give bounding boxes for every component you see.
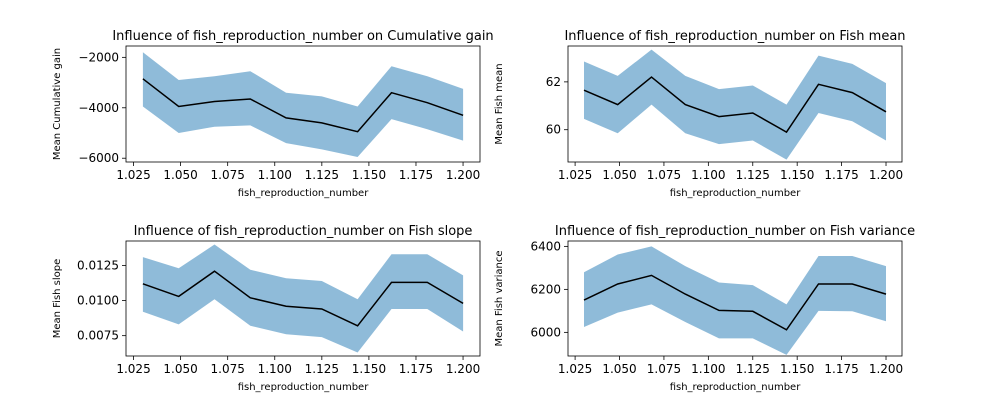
confidence-band <box>584 49 886 160</box>
mean-line <box>142 270 464 327</box>
chart-title: Influence of fish_reproduction_number on… <box>112 29 493 44</box>
y-tick-label: 0.0125 <box>77 259 119 273</box>
y-tick-label: 62 <box>546 75 561 89</box>
x-tick-label: 1.200 <box>869 168 903 182</box>
chart-panel-4: 1.025 1.050 1.075 1.100 1.125 1.150 1.175 1.200… <box>494 224 915 393</box>
x-tick-label: 1.100 <box>258 362 292 376</box>
x-tick-label: 1.175 <box>824 168 858 182</box>
chart-title: Influence of fish_reproduction_number on… <box>134 224 473 239</box>
y-tick-label: −4000 <box>78 101 119 115</box>
axes-frame <box>567 45 903 163</box>
y-axis-label: Mean Fish mean <box>494 63 505 144</box>
chart-title: Influence of fish_reproduction_number on… <box>555 224 915 239</box>
x-tick-label: 1.100 <box>691 168 725 182</box>
x-tick-label: 1.175 <box>399 362 433 376</box>
x-axis-label: fish_reproduction_number <box>238 188 370 199</box>
x-axis-label: fish_reproduction_number <box>238 382 370 393</box>
axes-frame <box>125 45 481 163</box>
y-tick-label: 6200 <box>530 282 561 296</box>
y-tick-label: 6000 <box>530 325 561 339</box>
x-axis-label: fish_reproduction_number <box>670 382 802 393</box>
x-axis-label: fish_reproduction_number <box>670 188 802 199</box>
y-tick-label: −2000 <box>78 50 119 64</box>
y-axis-label: Mean Cumulative gain <box>52 48 63 160</box>
x-tick-label: 1.150 <box>780 362 814 376</box>
x-tick-label: 1.125 <box>736 168 770 182</box>
chart-title: Influence of fish_reproduction_number on… <box>564 29 905 44</box>
y-tick-label: 60 <box>546 123 561 137</box>
mean-line <box>583 274 887 331</box>
x-tick-label: 1.075 <box>211 168 245 182</box>
x-tick-label: 1.200 <box>869 362 903 376</box>
x-tick-label: 1.050 <box>163 168 197 182</box>
confidence-band <box>142 52 464 157</box>
y-tick-label: −6000 <box>78 151 119 165</box>
x-tick-label: 1.100 <box>691 362 725 376</box>
x-tick-label: 1.025 <box>116 168 150 182</box>
chart-panel-3: 1.025 1.050 1.075 1.100 1.125 1.150 1.175 1.200… <box>52 224 481 393</box>
x-tick-label: 1.200 <box>446 362 480 376</box>
x-tick-label: 1.025 <box>116 362 150 376</box>
axes-frame <box>125 240 481 357</box>
x-tick-label: 1.050 <box>602 168 636 182</box>
chart-panel-1: 1.025 1.050 1.075 1.100 1.125 1.150 1.175 1.200… <box>52 29 494 199</box>
y-axis-label: Mean Fish slope <box>52 259 63 339</box>
x-tick-label: 1.150 <box>352 168 386 182</box>
y-tick-label: 6400 <box>530 239 561 253</box>
x-tick-label: 1.125 <box>305 362 339 376</box>
axes-frame <box>567 240 903 357</box>
x-tick-label: 1.050 <box>163 362 197 376</box>
x-tick-label: 1.075 <box>647 168 681 182</box>
x-tick-label: 1.025 <box>558 362 592 376</box>
x-tick-label: 1.175 <box>399 168 433 182</box>
y-tick-label: 0.0075 <box>77 329 119 343</box>
chart-panel-2: 1.025 1.050 1.075 1.100 1.125 1.150 1.175 1.200… <box>494 29 906 199</box>
mean-line <box>142 78 464 133</box>
y-axis-label: Mean Fish variance <box>494 250 505 346</box>
x-tick-label: 1.050 <box>602 362 636 376</box>
x-tick-label: 1.175 <box>824 362 858 376</box>
x-tick-label: 1.125 <box>305 168 339 182</box>
x-tick-label: 1.025 <box>558 168 592 182</box>
x-tick-label: 1.100 <box>258 168 292 182</box>
mean-line <box>583 76 887 134</box>
x-tick-label: 1.075 <box>211 362 245 376</box>
x-tick-label: 1.200 <box>446 168 480 182</box>
y-tick-label: 0.0100 <box>77 294 119 308</box>
x-tick-label: 1.150 <box>352 362 386 376</box>
confidence-band <box>142 244 464 353</box>
x-tick-label: 1.150 <box>780 168 814 182</box>
x-tick-label: 1.125 <box>736 362 770 376</box>
confidence-band <box>584 246 886 355</box>
x-tick-label: 1.075 <box>647 362 681 376</box>
